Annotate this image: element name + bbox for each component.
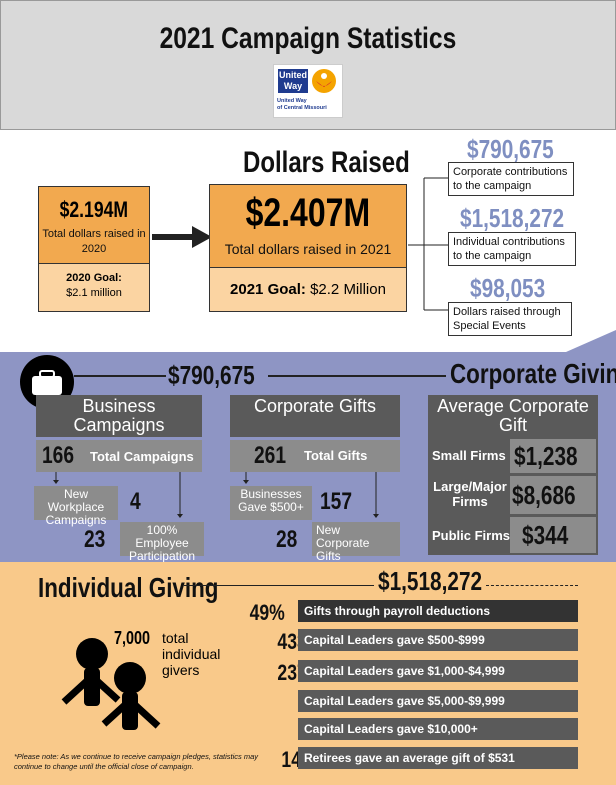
row-label: Gifts through payroll deductions xyxy=(298,600,578,622)
gifts-total-num: 261 xyxy=(254,442,287,469)
row-label: Capital Leaders gave $5,000-$9,999 xyxy=(298,690,578,712)
small-firms-cell xyxy=(510,439,596,473)
business-total-num: 166 xyxy=(42,442,75,469)
row-label: Retirees gave an average gift of $531 xyxy=(298,747,578,769)
large-firms-cell xyxy=(510,476,596,514)
page-title: 2021 Campaign Statistics xyxy=(159,22,457,55)
full-participation-label: 100% Employee Participation xyxy=(120,522,204,563)
corporate-contrib-desc: Corporate contributions to the campaign xyxy=(448,162,574,196)
desc-2020: Total dollars raised in 2020 xyxy=(42,228,146,255)
value-2020: $2.194M xyxy=(59,197,129,222)
business-total-label: Total Campaigns xyxy=(90,449,194,464)
large-firms-value: $8,686 xyxy=(512,480,576,510)
individual-contrib-value: $1,518,272 xyxy=(460,203,565,233)
small-firms-value: $1,238 xyxy=(514,441,578,471)
individual-title: Individual Giving xyxy=(38,572,219,603)
box-2021: $2.407M Total dollars raised in 2021 202… xyxy=(209,184,407,312)
public-firms-label: Public Firms xyxy=(432,528,511,543)
givers-label: total individual givers xyxy=(162,630,221,678)
row-label: Capital Leaders gave $500-$999 xyxy=(298,629,578,651)
row-label: Capital Leaders gave $10,000+ xyxy=(298,718,578,740)
goal-2020-value: $2.1 million xyxy=(66,287,122,299)
businesses-500-label: Businesses Gave $500+ xyxy=(230,486,312,520)
individual-rule-left xyxy=(184,585,374,586)
large-firms-label: Large/Major Firms xyxy=(433,479,507,509)
individual-contrib-desc: Individual contributions to the campaign xyxy=(448,232,576,266)
corporate-rule-right xyxy=(268,375,446,377)
gifts-total-box xyxy=(230,440,400,472)
logo-subtitle: United Way of Central Missouri xyxy=(277,98,343,112)
united-way-logo: United Way United Way of Central Missour… xyxy=(273,64,343,118)
gifts-connectors xyxy=(243,472,379,518)
people-icon xyxy=(61,638,161,730)
corporate-rule-left xyxy=(74,375,166,377)
public-firms-cell xyxy=(510,517,596,553)
logo-emblem-icon xyxy=(312,69,336,93)
individual-rule-right xyxy=(486,585,578,586)
business-connectors xyxy=(53,472,183,518)
new-corporate-label: New Corporate Gifts xyxy=(312,522,400,563)
new-workplace-num: 4 xyxy=(130,488,141,515)
corporate-amount: $790,675 xyxy=(168,360,255,390)
special-events-value: $98,053 xyxy=(470,273,546,303)
desc-2021: Total dollars raised in 2021 xyxy=(224,241,392,257)
full-participation-num: 23 xyxy=(84,526,106,553)
footnote: *Please note: As we continue to receive … xyxy=(14,752,259,771)
special-events-desc: Dollars raised through Special Events xyxy=(448,302,572,336)
logo-line1: United xyxy=(279,70,307,80)
corporate-gifts-heading: Corporate Gifts xyxy=(230,395,400,437)
arrow-right-icon xyxy=(152,226,212,248)
gifts-total-label: Total Gifts xyxy=(304,448,368,463)
value-2021: $2.407M xyxy=(245,191,371,235)
row-label: Capital Leaders gave $1,000-$4,999 xyxy=(298,660,578,682)
corporate-title: Corporate Giving xyxy=(450,358,616,389)
businesses-500-num: 157 xyxy=(320,488,353,515)
business-total-box xyxy=(36,440,202,472)
dollars-raised-title: Dollars Raised xyxy=(243,146,410,179)
individual-amount: $1,518,272 xyxy=(378,566,483,596)
logo-line2: Way xyxy=(283,81,303,91)
breakdown-bracket xyxy=(408,177,448,311)
logo-sub1: United Way xyxy=(277,98,307,104)
box-2021-top: $2.407M Total dollars raised in 2021 xyxy=(210,185,406,267)
row-num: 49% xyxy=(249,600,285,625)
corporate-contrib-value: $790,675 xyxy=(467,134,554,164)
business-campaigns-heading: Business Campaigns xyxy=(36,395,202,437)
goal-2021: 2021 Goal: $2.2 Million xyxy=(230,281,386,298)
box-2021-goal: 2021 Goal: $2.2 Million xyxy=(210,267,406,311)
average-gift-heading: Average Corporate Gift xyxy=(428,395,598,437)
goal-2020-label: 2020 Goal: xyxy=(66,272,122,284)
box-2020-top: $2.194M Total dollars raised in 2020 xyxy=(39,187,149,263)
new-workplace-label: New Workplace Campaigns xyxy=(34,486,118,527)
logo-wordmark: United Way xyxy=(278,69,308,93)
logo-sub2: of Central Missouri xyxy=(277,105,327,111)
corporate-band-corner xyxy=(566,330,616,352)
box-2020-goal: 2020 Goal: $2.1 million xyxy=(39,263,149,311)
box-2020: $2.194M Total dollars raised in 2020 202… xyxy=(38,186,150,312)
small-firms-label: Small Firms xyxy=(432,448,506,463)
public-firms-value: $344 xyxy=(522,520,569,550)
givers-num: 7,000 xyxy=(114,628,151,648)
new-corporate-num: 28 xyxy=(276,526,298,553)
